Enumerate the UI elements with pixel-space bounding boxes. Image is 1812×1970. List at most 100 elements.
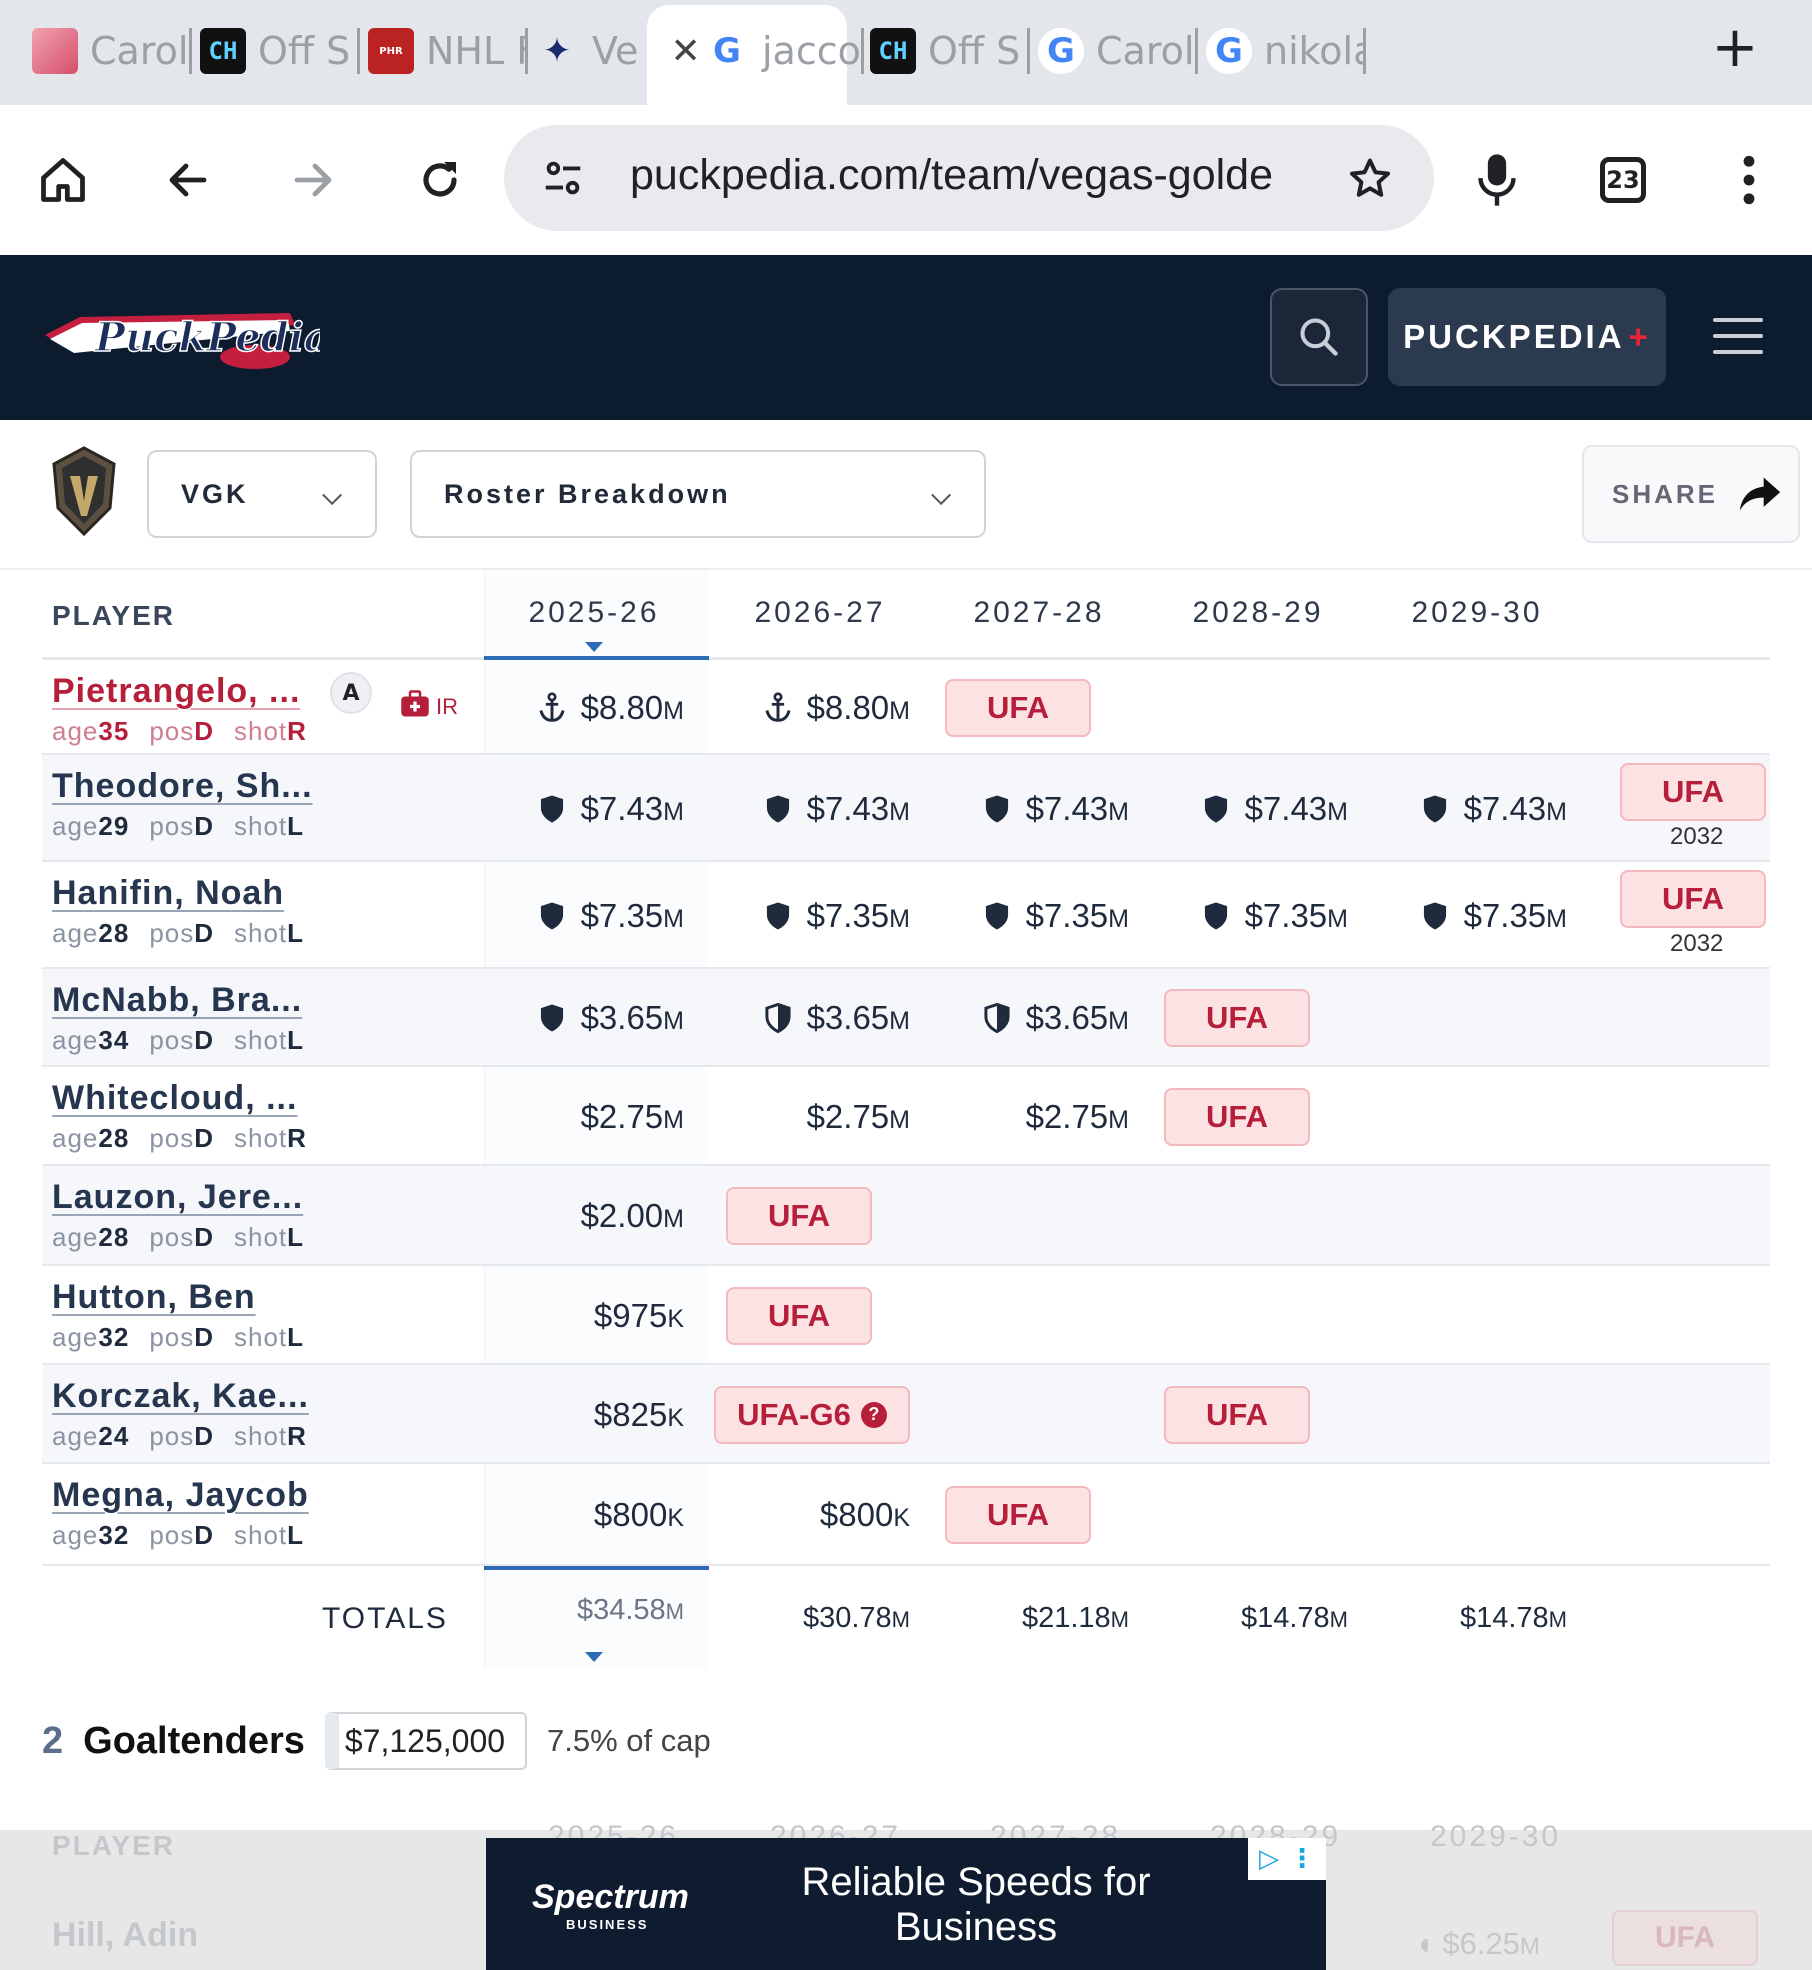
season-total-value: $21.18 — [1021, 1602, 1111, 1634]
season-header-2025-26[interactable]: 2025-26 — [528, 596, 660, 629]
salary-cell: $8.80M — [484, 660, 704, 755]
back-arrow-icon[interactable] — [153, 145, 223, 215]
share-button[interactable]: SHARE — [1582, 445, 1800, 543]
ufa-badge[interactable]: UFA — [726, 1286, 872, 1345]
goaltender-player-header: PLAYER — [52, 1830, 176, 1861]
ufa-g6-badge[interactable]: UFA-G6? — [714, 1385, 910, 1444]
goaltender-player-name[interactable]: Hill, Adin — [52, 1916, 199, 1954]
player-name-link[interactable]: Hanifin, Noah — [52, 874, 285, 912]
ufa-label: UFA — [1206, 1396, 1268, 1432]
ufa-badge[interactable]: UFA — [945, 1486, 1091, 1544]
goaltender-count: 2 — [42, 1719, 64, 1762]
salary-amount: $800K — [594, 1496, 684, 1534]
shield-icon — [540, 1004, 563, 1032]
shield-icon — [766, 901, 789, 930]
salary-amount: $7.43M — [1245, 790, 1348, 828]
player-row: Pietrangelo, ... age35 posD shotR A IR $8.80M $… — [42, 660, 1770, 755]
tab-separator — [525, 28, 528, 74]
player-age: 32 — [98, 1322, 130, 1352]
home-icon[interactable] — [28, 145, 98, 215]
season-header-2029-30[interactable]: 2029-30 — [1411, 596, 1543, 629]
selected-season-caret — [585, 642, 603, 652]
browser-tab[interactable]: CH Off S — [200, 18, 360, 84]
view-select[interactable]: Roster Breakdown ⌵ — [410, 450, 986, 538]
player-meta: age28 posD shotL — [52, 1222, 324, 1253]
tab-separator — [861, 28, 864, 74]
bookmark-star-icon[interactable] — [1346, 155, 1394, 207]
salary-cell: $975K — [484, 1266, 704, 1365]
salary-value: $7.43 — [580, 789, 664, 827]
player-name-link[interactable]: Hutton, Ben — [52, 1278, 256, 1316]
reload-icon[interactable] — [405, 145, 475, 215]
ufa-badge[interactable]: UFA — [1164, 1087, 1310, 1146]
microphone-icon[interactable] — [1462, 145, 1532, 215]
hamburger-menu-icon[interactable] — [1713, 318, 1763, 358]
player-meta: age34 posD shotL — [52, 1025, 324, 1056]
totals-label: TOTALS — [322, 1602, 448, 1635]
ad-brand-sub: BUSINESS — [566, 1917, 649, 1932]
close-tab-icon[interactable]: ✕ — [670, 30, 701, 72]
salary-cell: $2.75M — [929, 1067, 1149, 1166]
player-age: 28 — [98, 918, 130, 948]
ufa-badge[interactable]: UFA — [1620, 763, 1766, 821]
puckpedia-plus-button[interactable]: PUCKPEDIA + — [1388, 288, 1666, 386]
ufa-label: UFA — [1206, 1000, 1268, 1035]
adchoices-icon[interactable]: ▷ ⋮ — [1248, 1838, 1326, 1880]
ufa-label: UFA — [1662, 774, 1724, 809]
team-select[interactable]: VGK ⌵ — [147, 450, 377, 538]
overflow-menu-icon[interactable] — [1714, 145, 1784, 215]
salary-cell: $2.75M — [710, 1067, 930, 1166]
player-name-link[interactable]: Korczak, Kae... — [52, 1377, 309, 1415]
player-name-link[interactable]: Pietrangelo, ... — [52, 672, 301, 710]
player-pos-label: pos — [149, 1421, 195, 1451]
browser-tab-label: Off S — [928, 29, 1021, 73]
google-favicon-icon: G — [704, 28, 750, 74]
player-name-link[interactable]: Theodore, Sh... — [52, 767, 313, 805]
site-search-button[interactable] — [1270, 288, 1368, 386]
salary-value: $2.75 — [1025, 1097, 1109, 1135]
player-age-label: age — [52, 918, 99, 948]
salary-cell: $8.80M — [710, 660, 930, 755]
browser-tab-active[interactable]: ✦ Ve ✕ — [534, 18, 824, 84]
forward-arrow-icon[interactable] — [278, 145, 348, 215]
site-header: PuckPedia PUCKPEDIA + — [0, 255, 1812, 420]
spectrum-ad-banner[interactable]: Spectrum BUSINESS Reliable Speeds for Bus… — [486, 1838, 1326, 1970]
season-header-2027-28[interactable]: 2027-28 — [973, 596, 1105, 629]
address-bar[interactable]: puckpedia.com/team/vegas-golde — [504, 125, 1434, 231]
player-shot-label: shot — [234, 716, 288, 746]
season-header-2028-29[interactable]: 2028-29 — [1192, 596, 1324, 629]
player-shot: L — [287, 1520, 305, 1550]
player-name-link[interactable]: Megna, Jaycob — [52, 1476, 309, 1514]
season-header-2026-27[interactable]: 2026-27 — [754, 596, 886, 629]
ufa-badge[interactable]: UFA — [1164, 989, 1310, 1047]
player-name-link[interactable]: Lauzon, Jere... — [52, 1178, 304, 1216]
site-settings-icon[interactable] — [540, 155, 586, 205]
browser-tab[interactable]: PHR NHL F — [368, 18, 528, 84]
player-name-link[interactable]: McNabb, Bra... — [52, 981, 303, 1019]
player-name-link[interactable]: Whitecloud, ... — [52, 1079, 298, 1117]
player-pos-label: pos — [149, 1222, 195, 1252]
player-pos-label: pos — [149, 1123, 195, 1153]
player-meta: age24 posD shotR — [52, 1421, 327, 1452]
browser-tab[interactable]: Carol — [32, 18, 192, 84]
tab-switcher-button[interactable]: 23 — [1588, 145, 1658, 215]
ufa-badge[interactable]: UFA — [1620, 870, 1766, 928]
ufa-badge[interactable]: UFA — [1164, 1385, 1310, 1444]
player-row: Hutton, Ben age32 posD shotL $975K UFA — [42, 1266, 1770, 1365]
puckpedia-logo[interactable]: PuckPedia — [40, 295, 331, 380]
salary-amount: $7.35M — [1245, 897, 1348, 935]
player-age-label: age — [52, 716, 99, 746]
player-meta: age35 posD shotR — [52, 716, 327, 747]
new-tab-button[interactable]: + — [1711, 15, 1759, 80]
ufa-badge[interactable]: UFA — [726, 1187, 872, 1245]
salary-amount: $3.65M — [807, 999, 910, 1037]
salary-value: $800 — [819, 1496, 894, 1533]
browser-tab[interactable]: G Carol — [1038, 18, 1198, 84]
season-total-value: $14.78 — [1459, 1602, 1549, 1634]
browser-tab[interactable]: CH Off S — [870, 18, 1030, 84]
ufa-badge[interactable]: UFA — [945, 678, 1091, 737]
help-icon[interactable]: ? — [860, 1401, 887, 1428]
player-age-label: age — [52, 1025, 99, 1055]
